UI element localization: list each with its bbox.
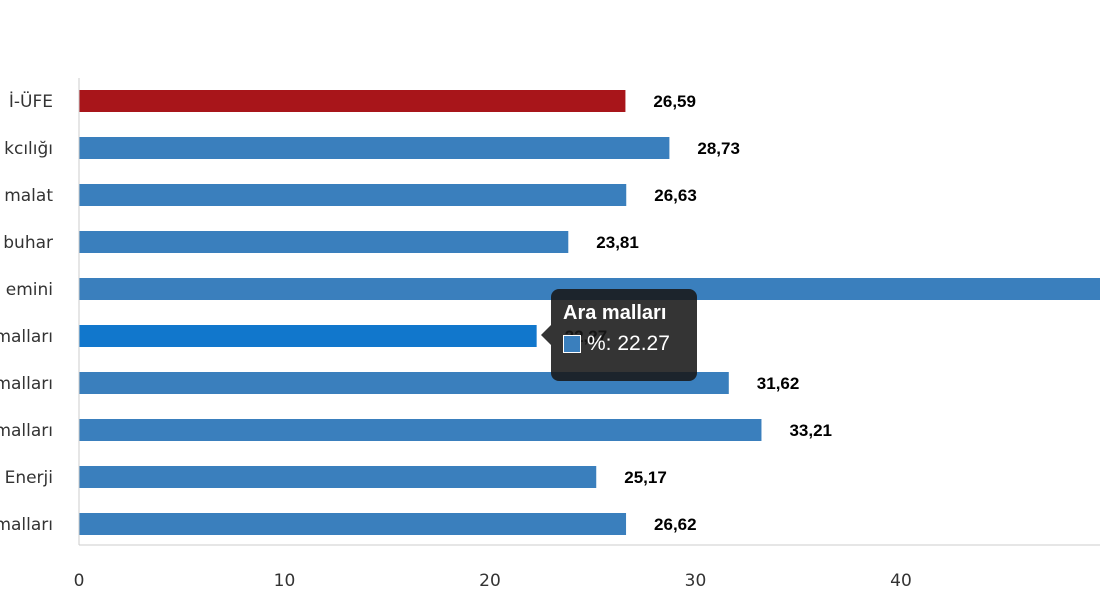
- data-label-6: 31,62: [757, 374, 800, 393]
- category-label-8: Enerji: [5, 468, 53, 488]
- x-tick-label-0: 0: [74, 571, 85, 591]
- bar-9[interactable]: [79, 513, 627, 535]
- category-label-0: İ-ÜFE: [9, 90, 53, 112]
- axis-layer: 0102030405: [74, 78, 1100, 591]
- bar-1[interactable]: [79, 137, 670, 159]
- category-label-7: malları: [0, 421, 53, 441]
- bar-2[interactable]: [79, 184, 627, 206]
- data-label-9: 26,62: [654, 515, 697, 534]
- category-label-2: malat: [4, 186, 53, 206]
- labels-layer: İ-ÜFE 26,59 kcılığı 28,73 malat 26,63 buhar 23,…: [0, 90, 832, 535]
- bar-7[interactable]: [79, 419, 762, 441]
- category-label-1: kcılığı: [4, 139, 53, 159]
- tooltip-value-row: %: 22.27: [563, 331, 685, 357]
- bar-5[interactable]: [79, 325, 537, 347]
- x-tick-label-4: 40: [890, 571, 912, 591]
- category-label-4: emini: [6, 280, 53, 300]
- x-tick-label-3: 30: [685, 571, 707, 591]
- x-tick-label-2: 20: [479, 571, 501, 591]
- data-label-2: 26,63: [654, 186, 697, 205]
- data-label-3: 23,81: [596, 233, 639, 252]
- category-label-9: malları: [0, 515, 53, 535]
- bars-layer: [79, 90, 1100, 535]
- tooltip-series-swatch: [563, 335, 581, 353]
- data-label-1: 28,73: [697, 139, 740, 158]
- data-label-0: 26,59: [653, 92, 696, 111]
- bar-0[interactable]: [79, 90, 626, 112]
- data-label-8: 25,17: [624, 468, 667, 487]
- category-label-5: malları: [0, 327, 53, 347]
- tooltip: Ara malları %: 22.27: [541, 289, 697, 381]
- category-label-6: malları: [0, 374, 53, 394]
- x-tick-label-1: 10: [274, 571, 296, 591]
- tooltip-title: Ara malları: [563, 302, 667, 324]
- tooltip-value: %: 22.27: [587, 332, 670, 355]
- bar-3[interactable]: [79, 231, 569, 253]
- category-label-3: buhar: [3, 233, 53, 253]
- data-label-7: 33,21: [789, 421, 832, 440]
- bar-8[interactable]: [79, 466, 597, 488]
